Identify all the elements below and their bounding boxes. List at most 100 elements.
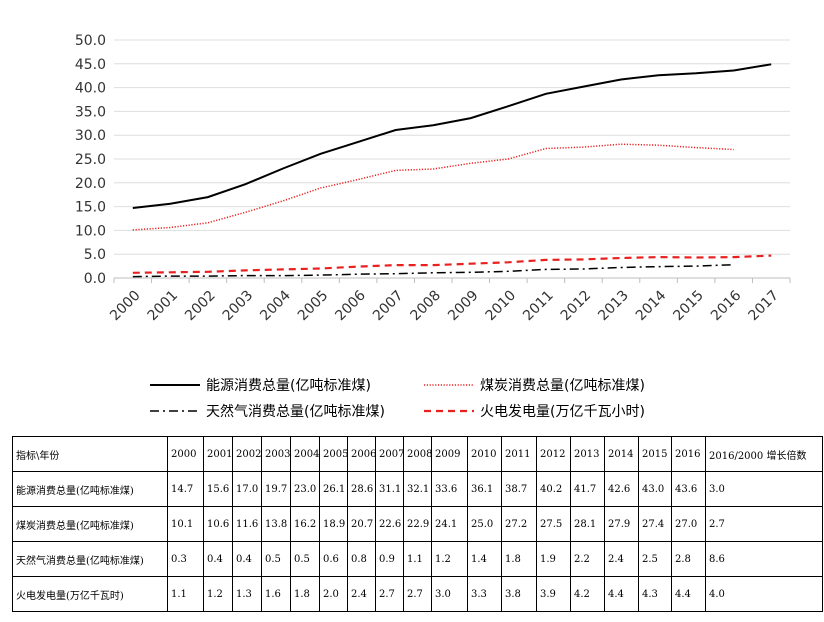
x-tick-label: 2011 (520, 288, 557, 325)
table-cell: 27.5 (536, 506, 571, 542)
table-cell: 1.3 (232, 576, 262, 612)
x-tick-label: 2013 (595, 288, 632, 325)
table-row: 火电发电量(万亿千瓦时) 1.1 1.2 1.3 1.6 1.8 2.0 2.4 2.7 2.7 3… (12, 576, 823, 612)
x-tick-label: 2007 (370, 288, 407, 325)
table-cell: 38.7 (501, 471, 537, 507)
table-header-cell: 2011 (501, 436, 537, 472)
table-header-cell: 2008 (403, 436, 432, 472)
table-cell: 2.2 (570, 541, 605, 577)
series-line-0 (132, 63, 772, 209)
table-cell: 17.0 (232, 471, 262, 507)
table-header-row: 指标\年份 2000 2001 2002 2003 2004 2005 2006 2007 200… (12, 436, 823, 472)
table-cell: 27.2 (501, 506, 537, 542)
table-cell: 2.4 (347, 576, 376, 612)
legend-label-2: 天然气消费总量(亿吨标准煤) (206, 403, 385, 420)
table-row-label: 天然气消费总量(亿吨标准煤) (12, 541, 168, 577)
table-header-cell: 2006 (347, 436, 376, 472)
table-cell: 24.1 (431, 506, 468, 542)
x-tick-label: 2010 (483, 288, 520, 325)
table-cell: 2.7 (403, 576, 432, 612)
series-lines (132, 63, 772, 278)
legend-label-3: 火电发电量(万亿千瓦小时) (480, 404, 645, 420)
y-tick-label: 20.0 (75, 176, 106, 192)
table-cell: 2.0 (319, 576, 348, 612)
x-tick-label: 2008 (408, 288, 445, 325)
table-cell: 3.9 (536, 576, 571, 612)
table-cell: 0.3 (167, 541, 204, 577)
table-cell: 2.4 (604, 541, 639, 577)
table-cell: 23.0 (290, 471, 320, 507)
table-cell: 3.0 (431, 576, 468, 612)
table-cell: 22.6 (375, 506, 404, 542)
x-tick-label: 2005 (295, 288, 332, 325)
table-cell: 19.7 (261, 471, 291, 507)
table-cell: 10.6 (203, 506, 233, 542)
table-header-cell: 2015 (638, 436, 672, 472)
x-tick-label: 2012 (558, 288, 595, 325)
table-cell: 4.4 (671, 576, 706, 612)
x-tick-label: 2015 (670, 288, 707, 325)
table-cell: 2.7 (375, 576, 404, 612)
table-cell: 4.0 (705, 576, 823, 612)
table-cell: 4.4 (604, 576, 639, 612)
table-row: 天然气消费总量(亿吨标准煤) 0.3 0.4 0.4 0.5 0.5 0.6 0.8 0.9 1.… (12, 541, 823, 577)
table-cell: 1.2 (431, 541, 468, 577)
y-tick-label: 5.0 (84, 247, 106, 263)
table-cell: 43.6 (671, 471, 706, 507)
table-cell: 26.1 (319, 471, 348, 507)
y-tick-label: 40.0 (75, 81, 106, 97)
table-header-cell: 2000 (167, 436, 204, 472)
x-tick-label: 2009 (445, 288, 482, 325)
series-line-2 (132, 263, 734, 278)
x-tick-labels: 2000 2001 2002 2003 2004 2005 2006 2007 2008 2009… (107, 287, 782, 324)
table-cell: 27.4 (638, 506, 672, 542)
table-cell: 8.6 (705, 541, 823, 577)
table-cell: 4.2 (570, 576, 605, 612)
table-header-cell: 2016 (671, 436, 706, 472)
table-cell: 4.3 (638, 576, 672, 612)
table-cell: 1.8 (501, 541, 537, 577)
table-cell: 36.1 (467, 471, 502, 507)
table-cell: 42.6 (604, 471, 639, 507)
table-cell: 0.4 (232, 541, 262, 577)
table-cell: 0.9 (375, 541, 404, 577)
table-cell: 20.7 (347, 506, 376, 542)
x-tick-label: 2003 (220, 288, 257, 325)
x-tick-label: 2001 (145, 288, 182, 325)
table-cell: 0.5 (261, 541, 291, 577)
table-header-cell: 2002 (232, 436, 262, 472)
line-chart: 0.0 5.0 10.0 15.0 20.0 25.0 30.0 35.0 40.0 45.0 50… (75, 33, 791, 420)
table-cell: 0.6 (319, 541, 348, 577)
x-tick-label: 2004 (257, 287, 294, 324)
table-row: 能源消费总量(亿吨标准煤) 14.7 15.6 17.0 19.7 23.0 26.1 28.… (12, 471, 823, 507)
table-header-cell: 2003 (261, 436, 291, 472)
y-tick-label: 0.0 (84, 271, 106, 287)
table-cell: 22.9 (403, 506, 432, 542)
y-tick-label: 25.0 (75, 152, 106, 168)
table-row: 煤炭消费总量(亿吨标准煤) 10.1 10.6 11.6 13.8 16.2 18.9 20.… (12, 506, 823, 542)
table-header-cell: 2012 (536, 436, 571, 472)
table-cell: 0.8 (347, 541, 376, 577)
table-header-cell: 2009 (431, 436, 468, 472)
x-tick-label: 2017 (746, 288, 783, 325)
series-line-3 (132, 254, 772, 274)
table-cell: 1.1 (167, 576, 204, 612)
table-body: 指标\年份 2000 2001 2002 2003 2004 2005 2006 2007 200… (12, 436, 823, 612)
data-table: 指标\年份 2000 2001 2002 2003 2004 2005 2006 2007 200… (12, 436, 823, 612)
table-cell: 13.8 (261, 506, 291, 542)
table-cell: 11.6 (232, 506, 262, 542)
table-header-cell: 2010 (467, 436, 502, 472)
table-cell: 2.5 (638, 541, 672, 577)
table-header-cell: 2016/2000 增长倍数 (705, 436, 823, 472)
table-cell: 1.9 (536, 541, 571, 577)
table-header-cell: 指标\年份 (12, 436, 168, 472)
x-tick-label: 2002 (182, 288, 219, 325)
y-tick-label: 15.0 (75, 200, 106, 216)
table-row-label: 能源消费总量(亿吨标准煤) (12, 471, 168, 507)
table-cell: 3.8 (501, 576, 537, 612)
table-cell: 28.6 (347, 471, 376, 507)
y-tick-label: 35.0 (75, 104, 106, 120)
y-tick-label: 10.0 (75, 223, 106, 239)
table-cell: 43.0 (638, 471, 672, 507)
table-row-label: 煤炭消费总量(亿吨标准煤) (12, 506, 168, 542)
